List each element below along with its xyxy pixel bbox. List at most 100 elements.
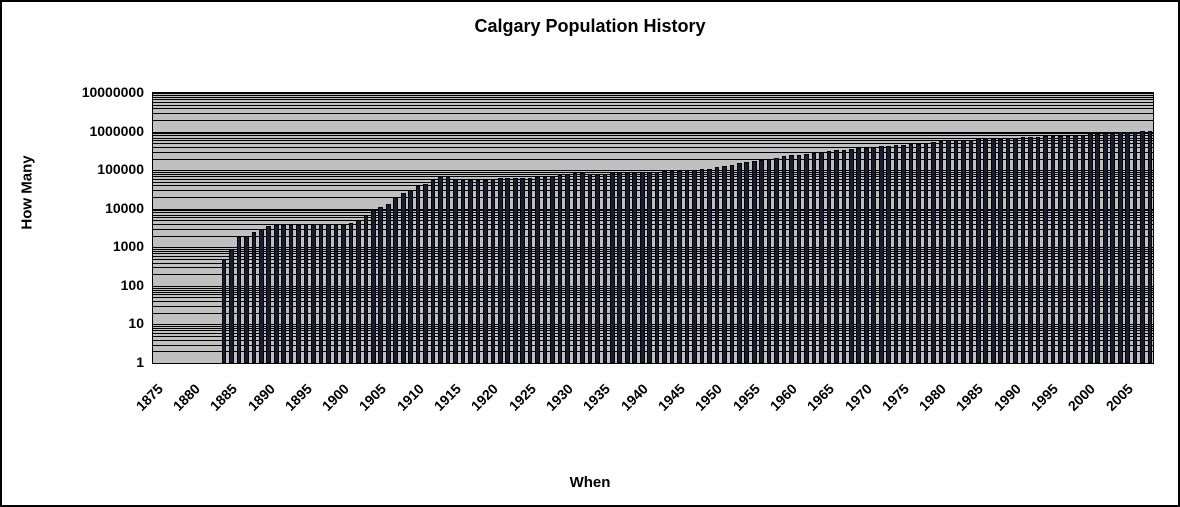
bar	[901, 145, 906, 363]
chart-frame: Calgary Population History How Many When…	[0, 0, 1180, 507]
x-tick-label: 1885	[207, 381, 240, 414]
bar-slot	[347, 93, 354, 363]
bar-slot	[1057, 93, 1064, 363]
bar-slot	[616, 93, 623, 363]
bar	[1088, 134, 1093, 363]
bar-slot	[653, 93, 660, 363]
bar	[640, 172, 645, 363]
bar	[677, 171, 682, 363]
bar	[998, 139, 1003, 363]
bar-slot	[683, 93, 690, 363]
bar	[789, 155, 794, 363]
bar	[774, 158, 779, 363]
bar-slot	[706, 93, 713, 363]
bar	[842, 150, 847, 363]
bar	[595, 174, 600, 363]
x-tick-label: 1920	[468, 381, 501, 414]
bar	[610, 173, 615, 363]
bar	[1148, 131, 1153, 363]
bar	[834, 150, 839, 363]
bar-slot	[1109, 93, 1116, 363]
bar	[289, 225, 294, 364]
bar	[1118, 132, 1123, 363]
bar	[632, 173, 637, 363]
plot-area	[152, 92, 1154, 364]
bar-slot	[713, 93, 720, 363]
bar-slot	[213, 93, 220, 363]
bar-slot	[698, 93, 705, 363]
bar	[408, 190, 413, 363]
bar	[871, 147, 876, 363]
bar	[744, 162, 749, 363]
bar	[924, 143, 929, 363]
bar-slot	[512, 93, 519, 363]
bar-slot	[459, 93, 466, 363]
bars-container	[153, 93, 1153, 363]
bar	[946, 140, 951, 363]
bar	[730, 165, 735, 363]
bar	[229, 249, 234, 363]
bar	[700, 169, 705, 363]
bar	[1095, 134, 1100, 363]
bar-slot	[1019, 93, 1026, 363]
bar-slot	[668, 93, 675, 363]
bar	[685, 170, 690, 363]
bar	[759, 160, 764, 363]
bar-slot	[1042, 93, 1049, 363]
bar	[1013, 138, 1018, 363]
bar	[476, 180, 481, 363]
bar	[528, 178, 533, 363]
bar-slot	[526, 93, 533, 363]
bar-slot	[1139, 93, 1146, 363]
major-gridline	[153, 363, 1153, 364]
bar	[498, 178, 503, 363]
bar-slot	[385, 93, 392, 363]
y-axis-label: How Many	[19, 155, 36, 229]
bar-slot	[168, 93, 175, 363]
bar-slot	[1079, 93, 1086, 363]
bar-slot	[1027, 93, 1034, 363]
bar-slot	[758, 93, 765, 363]
bar-slot	[885, 93, 892, 363]
bar-slot	[295, 93, 302, 363]
bar-slot	[1116, 93, 1123, 363]
x-tick-label: 1970	[841, 381, 874, 414]
bar-slot	[273, 93, 280, 363]
bar-slot	[736, 93, 743, 363]
bar	[969, 140, 974, 363]
bar-slot	[235, 93, 242, 363]
bar	[692, 170, 697, 363]
bar	[573, 173, 578, 363]
bar	[252, 232, 257, 363]
bar-slot	[452, 93, 459, 363]
x-tick-label: 1965	[804, 381, 837, 414]
bar	[468, 180, 473, 363]
bar-slot	[780, 93, 787, 363]
bar	[543, 177, 548, 363]
bar-slot	[280, 93, 287, 363]
y-tick-label: 1000	[54, 238, 144, 254]
bar	[505, 178, 510, 363]
bar-slot	[1146, 93, 1153, 363]
bar	[707, 169, 712, 363]
bar	[617, 173, 622, 363]
bar-slot	[489, 93, 496, 363]
bar-slot	[399, 93, 406, 363]
y-tick-label: 1000000	[54, 123, 144, 139]
bar	[916, 144, 921, 363]
x-tick-label: 1940	[617, 381, 650, 414]
bar	[655, 172, 660, 363]
bar	[662, 171, 667, 363]
x-tick-label: 1880	[170, 381, 203, 414]
y-tick-label: 100	[54, 277, 144, 293]
bar-slot	[601, 93, 608, 363]
bar	[319, 224, 324, 363]
bar-slot	[855, 93, 862, 363]
bar	[625, 173, 630, 363]
y-axis-label-wrap: How Many	[12, 2, 42, 382]
bar	[393, 197, 398, 363]
bar-slot	[1004, 93, 1011, 363]
bar	[431, 180, 436, 363]
bar-slot	[564, 93, 571, 363]
x-tick-label: 2000	[1065, 381, 1098, 414]
